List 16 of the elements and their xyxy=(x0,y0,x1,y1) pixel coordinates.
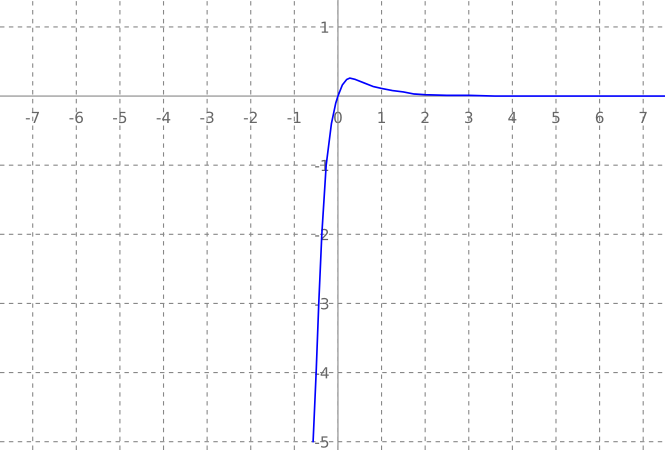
x-tick-label: 1 xyxy=(378,112,386,123)
x-tick-label: -4 xyxy=(156,112,170,123)
y-tick-label: 1 xyxy=(322,22,328,33)
x-tick-label: -1 xyxy=(287,112,301,123)
x-tick-label: -5 xyxy=(113,112,126,124)
x-tick-label: 5 xyxy=(552,112,560,124)
x-tick-label: 6 xyxy=(596,112,604,124)
x-tick-label: -3 xyxy=(200,112,214,124)
x-tick-label: 3 xyxy=(465,112,472,124)
x-tick-label: 7 xyxy=(640,112,647,123)
x-tick-label: 2 xyxy=(421,112,428,123)
x-tick-label: -6 xyxy=(69,112,83,124)
x-tick-label: 4 xyxy=(508,112,516,123)
y-tick-label: -5 xyxy=(315,436,328,448)
x-tick-label: -2 xyxy=(244,112,257,123)
x-tick-label: -7 xyxy=(26,112,40,123)
